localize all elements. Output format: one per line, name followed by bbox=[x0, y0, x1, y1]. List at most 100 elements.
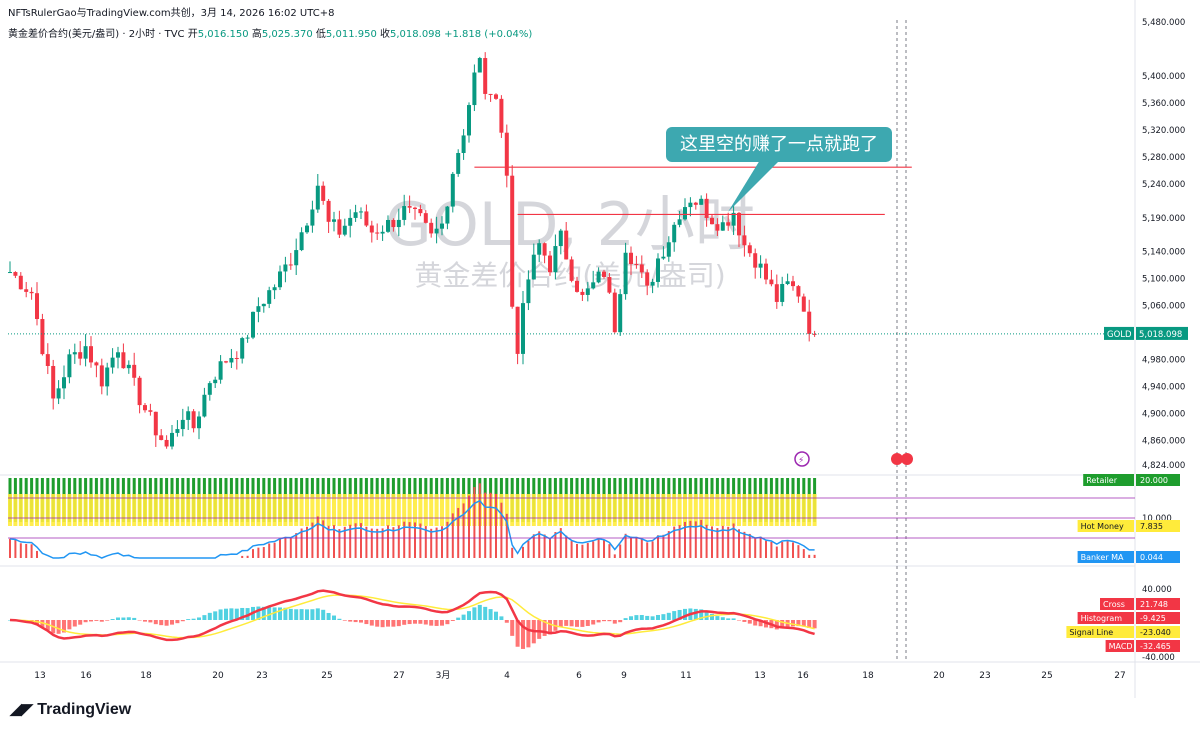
candle-body bbox=[310, 209, 315, 226]
banker-bar bbox=[365, 526, 368, 558]
candle-body bbox=[445, 206, 450, 224]
banker-ma-line bbox=[9, 499, 815, 559]
macd-histogram-bar bbox=[726, 618, 731, 620]
callout-pointer bbox=[728, 160, 780, 212]
hot-money-bar bbox=[548, 494, 552, 526]
banker-bar bbox=[435, 527, 438, 558]
hot-money-bar bbox=[29, 494, 34, 526]
hot-money-bar bbox=[596, 494, 601, 526]
candle-body bbox=[62, 377, 66, 389]
banker-bar bbox=[408, 522, 411, 558]
symbol-name[interactable]: 黄金差价合约(美元/盎司) · 2小时 · TVC bbox=[8, 29, 185, 40]
macd-histogram-bar bbox=[332, 615, 336, 620]
banker-bar bbox=[333, 525, 335, 558]
candle-body bbox=[423, 213, 428, 223]
candle-body bbox=[364, 211, 369, 226]
hot-money-bar bbox=[720, 494, 725, 526]
publisher-line: NFTsRulerGao与TradingView.com共创，3月 14, 20… bbox=[8, 8, 335, 19]
banker-bar bbox=[252, 549, 254, 558]
banker-bar bbox=[743, 531, 746, 558]
macd-histogram-bar bbox=[780, 620, 785, 629]
candle-body bbox=[704, 198, 709, 218]
hot-money-bar bbox=[629, 494, 633, 526]
macd-histogram-bar bbox=[569, 620, 574, 627]
low-value: 5,011.950 bbox=[325, 29, 377, 40]
macd-histogram-bar bbox=[94, 620, 99, 621]
retailer-bar bbox=[321, 478, 325, 497]
price-tick-label: 5,060.000 bbox=[1142, 302, 1185, 312]
candle-body bbox=[380, 231, 385, 234]
banker-bar bbox=[667, 531, 670, 558]
hot-money-bar bbox=[650, 494, 655, 526]
banker-bar bbox=[549, 538, 551, 558]
candle-body bbox=[434, 228, 439, 234]
candle-body bbox=[132, 364, 137, 378]
macd-histogram-bar bbox=[645, 615, 650, 620]
hot-money-bar bbox=[726, 494, 731, 526]
hot-money-bar bbox=[348, 494, 353, 526]
hot-money-bar bbox=[288, 494, 293, 526]
time-axis: 13 16 18 20 23 25 27 3月 4 6 9 11 13 16 18 20 23 25 27 bbox=[34, 670, 1125, 681]
ind-value-bg bbox=[1136, 520, 1180, 532]
banker-bar bbox=[25, 543, 28, 558]
macd-histogram-bar bbox=[672, 611, 677, 620]
candle-body bbox=[596, 271, 601, 283]
retailer-bar bbox=[672, 478, 676, 497]
candle-body bbox=[24, 289, 29, 292]
candle-body bbox=[213, 379, 218, 384]
price-tick-label: 5,280.000 bbox=[1142, 153, 1185, 163]
price-tick-label: 4,900.000 bbox=[1142, 410, 1185, 420]
macd-histogram-bar bbox=[499, 616, 504, 620]
banker-bar bbox=[354, 523, 357, 558]
hot-money-bar bbox=[807, 494, 812, 526]
background bbox=[0, 0, 1200, 698]
hot-money-bar bbox=[294, 494, 299, 526]
ind-value-bg bbox=[1136, 474, 1180, 486]
banker-bar bbox=[262, 547, 265, 558]
retailer-bar bbox=[370, 478, 374, 497]
candle-body bbox=[699, 198, 704, 205]
hot-money-bar bbox=[110, 494, 115, 526]
candle-body bbox=[504, 132, 509, 176]
banker-bar bbox=[646, 542, 649, 558]
hot-money-bar bbox=[186, 494, 191, 526]
macd-histogram-bar bbox=[423, 620, 428, 625]
macd-histogram-bar bbox=[774, 620, 779, 630]
macd-histogram-bar bbox=[148, 620, 153, 623]
candle-body bbox=[191, 411, 196, 429]
lightning-icon-glyph: ⚡ bbox=[798, 456, 804, 466]
candle-body bbox=[413, 207, 417, 209]
time-tick-label: 4 bbox=[504, 671, 510, 681]
candle-body bbox=[510, 175, 515, 307]
macd-histogram-bar bbox=[175, 620, 180, 624]
hot-money-bar bbox=[656, 494, 660, 526]
annotation-callout[interactable]: 这里空的赚了一点就跑了 bbox=[666, 127, 892, 162]
time-tick-label: 11 bbox=[680, 671, 691, 681]
macd-histogram-bar bbox=[791, 620, 795, 627]
hot-money-bar bbox=[526, 494, 531, 526]
candle-body bbox=[51, 365, 56, 399]
banker-bar bbox=[9, 538, 11, 558]
time-tick-label: 9 bbox=[621, 671, 627, 681]
tradingview-logo[interactable]: ◢◤ TradingView bbox=[10, 700, 131, 719]
macd-histogram-bar bbox=[337, 618, 342, 620]
retailer-bar bbox=[456, 478, 460, 497]
macd-histogram-bar bbox=[164, 620, 169, 626]
macd-histogram-bar bbox=[229, 608, 234, 620]
hot-money-bar bbox=[413, 494, 417, 526]
lightning-icon bbox=[794, 451, 810, 467]
banker-bar bbox=[306, 526, 308, 558]
banker-bar bbox=[441, 526, 443, 558]
candle-body bbox=[402, 206, 407, 220]
banker-bar bbox=[586, 543, 589, 558]
hot-money-bar bbox=[612, 494, 617, 526]
hot-money-bar bbox=[521, 494, 525, 526]
banker-bar bbox=[522, 546, 524, 558]
banker-bar bbox=[300, 528, 303, 558]
banker-bar bbox=[532, 534, 535, 558]
candle-body bbox=[548, 255, 552, 273]
ind-name-bg bbox=[1083, 474, 1134, 486]
hot-money-bar bbox=[62, 494, 66, 526]
macd-name-bg bbox=[1105, 640, 1134, 652]
macd-histogram-bar bbox=[650, 616, 655, 620]
